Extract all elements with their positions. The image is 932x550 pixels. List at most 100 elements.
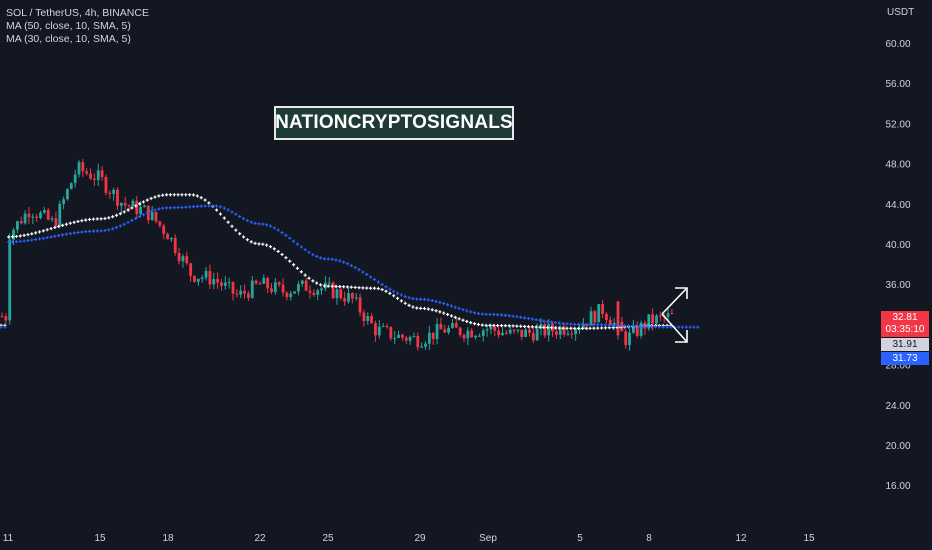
candle-body [381,326,385,328]
candle-body [16,221,19,230]
candle-body [574,329,578,335]
currency-label: USDT [887,7,915,18]
ma-50-marker [484,323,488,327]
ma-50-marker [600,326,604,330]
candle-body [370,316,373,324]
ma-50-marker [80,219,84,223]
candle-body [501,332,504,336]
indicator-ma-30[interactable]: MA (30, close, 10, SMA, 5) [6,33,131,45]
ma-50-marker [257,242,261,246]
ma-30-marker [172,206,176,210]
ma-50-marker [380,287,384,292]
ma-30-marker [630,324,634,328]
candle-body [289,293,293,298]
ma-30-marker [107,228,111,232]
y-tick-label: 20.00 [885,441,910,452]
candle-body [524,329,527,337]
ma-30-marker [511,314,515,318]
ma-30-marker [388,287,392,291]
candle-body [177,252,181,262]
candle-body [119,202,123,206]
ma-30-marker [515,315,519,319]
ma-50-marker [234,228,238,232]
ma-50-marker [14,234,18,239]
ma-30-marker [118,224,122,228]
symbol-title: SOL / TetherUS, 4h, BINANCE [6,7,149,19]
ma-50-marker [318,283,323,287]
ma-50-marker [238,232,242,236]
ma-30-marker [596,323,600,327]
candle-body [200,277,204,279]
price-axis[interactable]: 60.00 56.00 52.00 48.00 44.00 40.00 36.00 28.00… [885,39,910,492]
ma-50-marker [588,326,592,330]
candle-body [35,216,39,219]
ma-30-marker [130,218,134,223]
ma-30-marker [226,208,230,212]
chart-legend: SOL / TetherUS, 4h, BINANCE MA (50, clos… [6,7,149,46]
y-tick-label: 40.00 [885,240,910,251]
candle-body [50,218,54,220]
candle-body [624,331,628,346]
ma-50-marker [253,241,257,245]
ma-30-marker [600,323,604,327]
ma-30-marker [272,226,276,230]
ma-50-marker [195,194,199,198]
ma-50-marker [107,216,111,220]
ma-30-marker [164,206,169,210]
ma-30-marker [180,205,184,209]
ma-50-marker [311,279,315,283]
candle-body [170,237,173,240]
ma-50-marker [326,284,330,288]
ma-50-marker [515,324,519,328]
candle-body [431,332,435,340]
candle-body [150,211,154,220]
ma-30-marker [249,220,253,224]
ma-30-marker [207,204,211,208]
ma-30-marker [195,204,199,209]
ma-50-marker [519,324,523,328]
ma-30-marker [365,272,369,277]
ma-50-marker [184,193,188,197]
ma-50-marker [426,307,430,311]
x-tick-label: 18 [162,533,174,544]
ma-30-marker [218,205,223,209]
candle-body [320,288,323,291]
candle-body [19,221,23,224]
ma-50-marker [530,325,534,329]
ma-50-marker [261,242,265,246]
candle-body [658,315,662,317]
candle-body [0,316,4,318]
ma-30-marker [292,239,296,243]
candle-body [655,315,658,324]
ma-50-marker [469,321,473,325]
candle-body [670,313,674,315]
indicator-ma-50[interactable]: MA (50, close, 10, SMA, 5) [6,20,131,32]
ma-30-marker [403,294,407,299]
candle-body [454,323,458,328]
ma-50-marker [419,306,423,310]
ma-50-marker [284,256,288,260]
candle-body [154,211,158,222]
ma-30-marker [111,227,115,231]
ma-50-marker [322,284,326,288]
candle-body [69,183,73,190]
ma-50-marker [68,221,72,225]
candle-body [127,205,131,207]
candle-body [185,256,189,264]
ma-50-marker [91,217,95,221]
ma-50-marker [573,326,577,330]
ma-30-marker [592,322,596,327]
ma-30-marker [677,325,681,329]
ma-50-marker [172,193,176,197]
ma-50-marker [353,285,357,290]
ma-30-marker [419,297,423,301]
ma-50-marker [422,306,427,311]
ma-50-marker [388,291,392,295]
ma-30-marker [14,240,18,244]
ma-50-marker [430,308,434,312]
candle-body [666,313,670,318]
time-axis[interactable]: 11 15 18 22 25 29 Sep 5 8 12 15 [3,533,815,544]
candle-body [220,282,223,286]
ma-50-marker [218,212,223,216]
